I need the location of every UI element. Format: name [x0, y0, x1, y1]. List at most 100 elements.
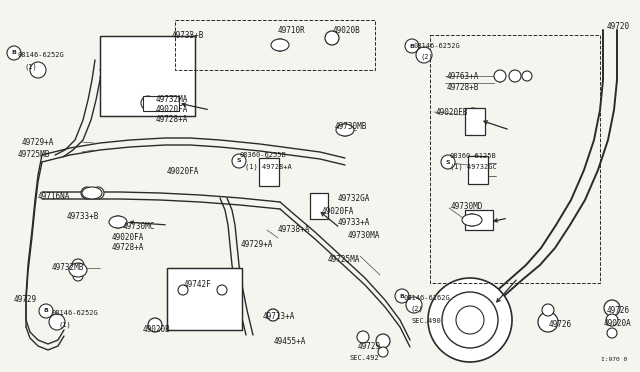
Ellipse shape [271, 39, 289, 51]
Text: 49455+A: 49455+A [274, 337, 307, 346]
Circle shape [232, 154, 246, 168]
Circle shape [606, 314, 618, 326]
Text: B: B [12, 51, 17, 55]
Text: 49729+A: 49729+A [22, 138, 54, 147]
Text: (2): (2) [420, 54, 433, 61]
Text: 49733+B: 49733+B [67, 212, 99, 221]
Ellipse shape [69, 263, 87, 277]
Circle shape [469, 169, 483, 183]
Text: 49729: 49729 [358, 342, 381, 351]
Text: 49020FB: 49020FB [436, 108, 468, 117]
Ellipse shape [82, 187, 102, 199]
Circle shape [261, 171, 275, 185]
Text: 49742F: 49742F [184, 280, 212, 289]
Bar [143, 96, 179, 111]
Circle shape [378, 347, 388, 357]
Ellipse shape [462, 214, 482, 226]
Text: 49730MB: 49730MB [335, 122, 367, 131]
Circle shape [416, 47, 432, 63]
Bar [468, 156, 488, 184]
Circle shape [428, 278, 512, 362]
Ellipse shape [336, 124, 354, 136]
Circle shape [542, 304, 554, 316]
Text: 49726: 49726 [549, 320, 572, 329]
Bar [310, 193, 328, 219]
Circle shape [148, 318, 162, 332]
Text: 49728+A: 49728+A [112, 243, 145, 252]
Circle shape [607, 328, 617, 338]
Circle shape [72, 259, 84, 271]
Circle shape [395, 289, 409, 303]
Text: 49720: 49720 [607, 22, 630, 31]
Circle shape [141, 96, 155, 110]
Text: 49020FA: 49020FA [322, 207, 355, 216]
Text: 49728+A: 49728+A [156, 115, 188, 124]
Circle shape [469, 156, 483, 170]
Text: S: S [445, 160, 451, 164]
Circle shape [604, 300, 620, 316]
Circle shape [442, 292, 498, 348]
Circle shape [325, 31, 339, 45]
Text: 49732MB: 49732MB [52, 263, 84, 272]
Text: 08146-6252G: 08146-6252G [52, 310, 99, 316]
Text: 49732GA: 49732GA [338, 194, 371, 203]
Circle shape [30, 62, 46, 78]
Circle shape [178, 285, 188, 295]
Circle shape [267, 309, 279, 321]
Circle shape [49, 314, 65, 330]
Bar [465, 210, 493, 230]
Text: 49728+B: 49728+B [447, 83, 479, 92]
Ellipse shape [109, 216, 127, 228]
Circle shape [466, 108, 480, 122]
Circle shape [157, 98, 167, 108]
Text: 08146-6252G: 08146-6252G [413, 43, 460, 49]
Circle shape [357, 331, 369, 343]
Bar [259, 158, 279, 186]
Text: (1) 49732GC: (1) 49732GC [450, 164, 497, 170]
Circle shape [405, 39, 419, 53]
Text: 49713+A: 49713+A [263, 312, 296, 321]
Text: 49020FA: 49020FA [112, 233, 145, 242]
Text: 49020A: 49020A [604, 319, 632, 328]
Circle shape [81, 187, 93, 199]
Text: S: S [237, 158, 241, 164]
Text: 49763+A: 49763+A [447, 72, 479, 81]
Text: 49733+A: 49733+A [338, 218, 371, 227]
Text: 49725MB: 49725MB [18, 150, 51, 159]
Text: 49020B: 49020B [143, 325, 171, 334]
Circle shape [261, 158, 275, 172]
Text: 49726: 49726 [607, 306, 630, 315]
Text: 49716NA: 49716NA [38, 192, 70, 201]
Circle shape [441, 155, 455, 169]
Circle shape [376, 334, 390, 348]
Text: 49725MA: 49725MA [328, 255, 360, 264]
Circle shape [466, 120, 480, 134]
Bar [430, 35, 600, 283]
Circle shape [165, 96, 179, 110]
Text: SEC.490: SEC.490 [411, 318, 441, 324]
Circle shape [112, 216, 124, 228]
Circle shape [494, 70, 506, 82]
Circle shape [456, 306, 484, 334]
Circle shape [406, 297, 422, 313]
Text: 49738+A: 49738+A [278, 225, 310, 234]
Bar [465, 108, 485, 135]
Circle shape [509, 70, 521, 82]
Bar [100, 36, 195, 116]
Text: 49730MD: 49730MD [451, 202, 483, 211]
Text: 49710R: 49710R [278, 26, 306, 35]
Circle shape [312, 206, 324, 218]
Text: I:970 0: I:970 0 [601, 357, 627, 362]
Circle shape [217, 285, 227, 295]
Text: (1) 49728+A: (1) 49728+A [245, 163, 292, 170]
Text: (1): (1) [58, 321, 71, 327]
Text: 49729+A: 49729+A [241, 240, 273, 249]
Text: SEC.492: SEC.492 [349, 355, 379, 361]
Text: 49730MA: 49730MA [348, 231, 380, 240]
Bar [175, 20, 375, 70]
Text: 49020B: 49020B [333, 26, 361, 35]
Text: 08146-6162G: 08146-6162G [404, 295, 451, 301]
Circle shape [522, 71, 532, 81]
Text: 49020FA: 49020FA [167, 167, 200, 176]
Text: (2): (2) [411, 306, 424, 312]
